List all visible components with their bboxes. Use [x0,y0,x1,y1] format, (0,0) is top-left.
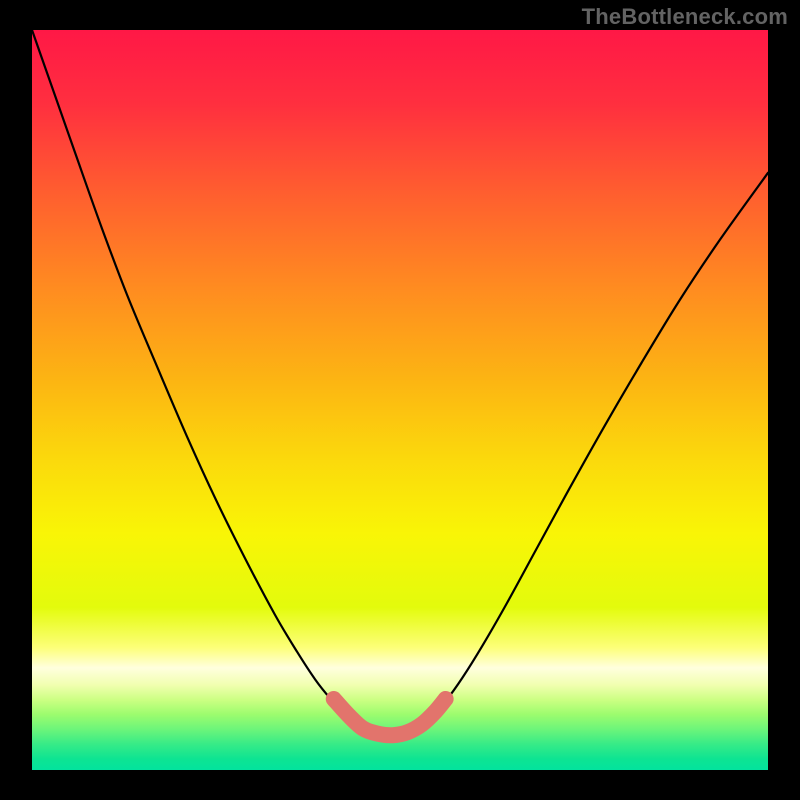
chart-svg [0,0,800,800]
plot-gradient-background [32,30,768,770]
chart-canvas: TheBottleneck.com [0,0,800,800]
